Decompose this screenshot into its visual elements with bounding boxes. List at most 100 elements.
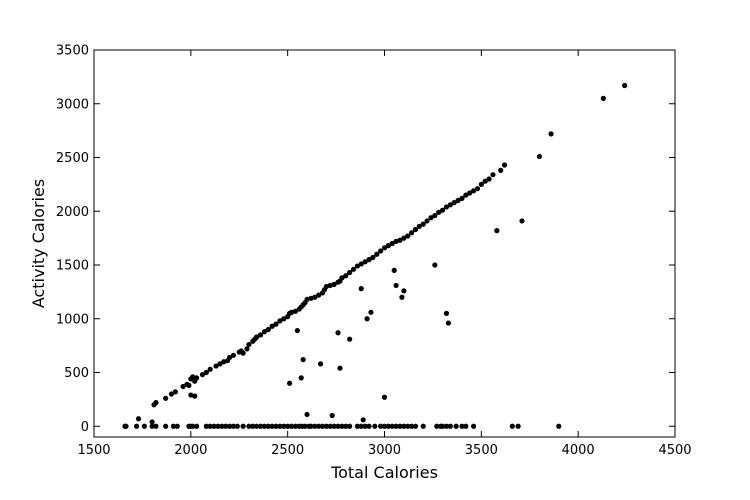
data-point xyxy=(134,423,140,429)
y-axis-title: Activity Calories xyxy=(29,179,48,308)
data-point xyxy=(244,346,250,352)
data-point xyxy=(412,423,419,429)
data-point xyxy=(298,375,304,381)
data-point xyxy=(498,167,504,173)
data-point xyxy=(149,419,155,425)
y-tick-label: 1500 xyxy=(56,259,89,274)
data-point xyxy=(358,261,364,267)
data-point xyxy=(261,423,268,429)
data-point xyxy=(401,423,407,429)
data-point xyxy=(265,423,271,429)
data-point xyxy=(440,423,446,429)
y-tick-label: 500 xyxy=(64,366,89,381)
data-point xyxy=(389,423,395,429)
data-point xyxy=(203,423,209,429)
data-point xyxy=(254,334,260,340)
data-point xyxy=(339,275,345,281)
data-point xyxy=(443,204,450,210)
data-point xyxy=(316,423,322,429)
data-point xyxy=(219,423,225,429)
data-point xyxy=(203,369,209,376)
data-points xyxy=(122,82,628,429)
data-point xyxy=(440,207,446,213)
data-point xyxy=(354,263,360,269)
data-point xyxy=(277,423,283,429)
data-point xyxy=(381,394,388,400)
data-point xyxy=(163,395,169,401)
data-point xyxy=(273,321,279,327)
data-point xyxy=(393,282,399,289)
data-point xyxy=(211,423,217,429)
data-point xyxy=(428,215,434,221)
data-point xyxy=(474,186,481,192)
data-point xyxy=(399,294,405,300)
x-tick-label: 2000 xyxy=(174,443,207,458)
data-point xyxy=(188,392,194,398)
data-point xyxy=(316,292,322,298)
data-point xyxy=(240,423,246,429)
y-tick-label: 0 xyxy=(81,420,89,435)
data-point xyxy=(261,329,268,335)
data-point xyxy=(385,243,391,249)
data-point xyxy=(515,423,521,429)
data-point xyxy=(360,417,366,423)
y-tick-label: 2500 xyxy=(56,151,89,166)
data-point xyxy=(217,361,223,367)
data-point xyxy=(364,316,370,322)
data-point xyxy=(335,330,341,336)
data-point xyxy=(327,423,333,429)
data-point xyxy=(372,423,378,429)
data-point xyxy=(257,423,264,429)
data-point xyxy=(300,357,306,363)
data-point xyxy=(405,233,411,239)
data-point xyxy=(393,423,399,429)
data-point xyxy=(463,192,469,198)
data-point xyxy=(397,237,403,243)
data-point xyxy=(412,226,419,233)
data-point xyxy=(281,423,287,429)
data-point xyxy=(401,235,407,241)
data-point xyxy=(323,423,329,429)
data-point xyxy=(172,389,178,395)
data-point xyxy=(186,382,192,388)
data-point xyxy=(240,350,246,356)
data-point xyxy=(153,400,159,406)
data-point xyxy=(226,423,233,429)
data-point xyxy=(453,423,459,429)
data-point xyxy=(273,423,279,429)
data-point xyxy=(135,416,142,422)
data-point xyxy=(312,294,318,300)
data-point xyxy=(374,251,380,257)
data-point xyxy=(319,423,326,429)
data-point xyxy=(362,259,368,265)
data-point xyxy=(199,372,206,378)
data-point xyxy=(366,257,372,263)
data-point xyxy=(123,423,129,429)
plot-area-frame xyxy=(93,49,676,438)
data-point xyxy=(434,423,440,429)
data-point xyxy=(350,266,357,272)
data-point xyxy=(378,248,384,254)
x-axis-title: Total Calories xyxy=(330,463,438,482)
data-point xyxy=(459,195,465,201)
data-point xyxy=(285,423,291,429)
data-point xyxy=(443,423,450,429)
data-point xyxy=(149,423,155,429)
data-point xyxy=(622,82,628,89)
x-tick-label: 3500 xyxy=(465,443,498,458)
data-point xyxy=(447,202,453,208)
data-point xyxy=(215,423,221,429)
data-point xyxy=(207,423,213,429)
data-point xyxy=(366,423,372,429)
data-point xyxy=(385,423,391,429)
data-point xyxy=(308,423,314,429)
y-tick-label: 3500 xyxy=(56,44,89,59)
data-point xyxy=(358,423,364,429)
data-point xyxy=(436,209,442,215)
data-point xyxy=(424,218,430,224)
data-point xyxy=(459,423,465,429)
data-point xyxy=(391,267,397,273)
data-point xyxy=(397,423,403,429)
data-point xyxy=(447,423,453,429)
data-point xyxy=(302,423,308,429)
